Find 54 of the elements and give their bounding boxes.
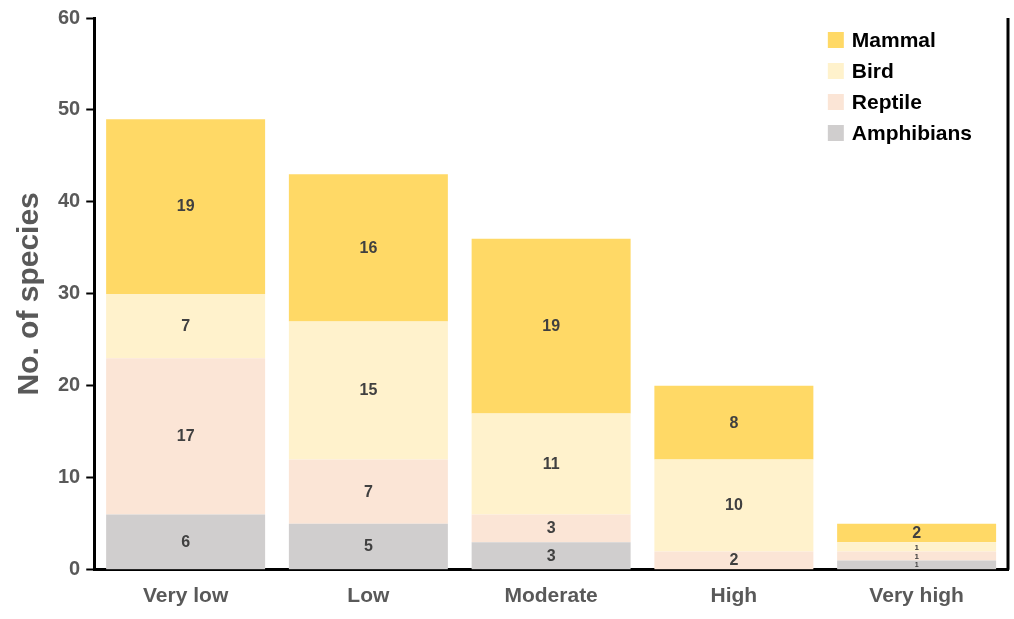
bar bbox=[837, 560, 997, 570]
bar bbox=[471, 238, 631, 414]
bar bbox=[837, 523, 997, 543]
bar bbox=[106, 514, 266, 570]
data-label: 19 bbox=[542, 316, 561, 334]
bar bbox=[288, 459, 448, 524]
data-label: 11 bbox=[542, 454, 560, 472]
bar bbox=[106, 358, 266, 515]
legend-label: Bird bbox=[851, 58, 894, 82]
data-label: 8 bbox=[729, 413, 739, 431]
legend-label: Reptile bbox=[851, 89, 922, 113]
data-label: 3 bbox=[546, 519, 556, 537]
data-label: 15 bbox=[359, 381, 378, 399]
y-tick-label: 60 bbox=[58, 5, 81, 28]
y-tick-label: 0 bbox=[69, 557, 81, 580]
bar bbox=[471, 514, 631, 543]
data-label: 2 bbox=[912, 523, 922, 541]
data-label: 6 bbox=[181, 532, 191, 550]
data-label: 1 bbox=[914, 551, 920, 561]
bar bbox=[288, 174, 448, 322]
bar bbox=[471, 413, 631, 515]
data-label: 2 bbox=[729, 551, 739, 569]
x-tick-label: Very high bbox=[869, 583, 964, 607]
data-label: 16 bbox=[359, 238, 378, 256]
data-label: 5 bbox=[363, 537, 373, 555]
data-label: 7 bbox=[181, 316, 191, 334]
bar bbox=[288, 523, 448, 570]
y-tick-label: 10 bbox=[58, 465, 81, 488]
bar bbox=[106, 293, 266, 359]
legend-label: Mammal bbox=[851, 27, 936, 51]
bar bbox=[837, 551, 997, 561]
bar bbox=[471, 542, 631, 570]
bar bbox=[288, 321, 448, 460]
x-tick-label: Very low bbox=[143, 583, 229, 607]
data-label: 19 bbox=[176, 197, 195, 215]
y-tick-label: 30 bbox=[58, 281, 81, 304]
data-label: 7 bbox=[363, 482, 373, 500]
bar bbox=[654, 385, 814, 460]
y-axis-title: No. of species bbox=[11, 192, 45, 396]
data-label: 10 bbox=[724, 496, 743, 514]
legend-label: Amphibians bbox=[851, 120, 973, 144]
data-label: 17 bbox=[176, 427, 195, 445]
data-label: 3 bbox=[546, 546, 556, 564]
y-tick-label: 20 bbox=[58, 373, 81, 396]
x-tick-label: High bbox=[710, 583, 758, 607]
bar bbox=[654, 459, 814, 552]
x-tick-label: Low bbox=[347, 583, 391, 607]
y-tick-label: 40 bbox=[58, 189, 81, 212]
data-label: 1 bbox=[914, 542, 920, 552]
bar bbox=[106, 119, 266, 294]
bar bbox=[654, 551, 814, 570]
y-tick-label: 50 bbox=[58, 97, 81, 120]
bar bbox=[837, 542, 997, 552]
x-tick-label: Moderate bbox=[504, 583, 598, 607]
